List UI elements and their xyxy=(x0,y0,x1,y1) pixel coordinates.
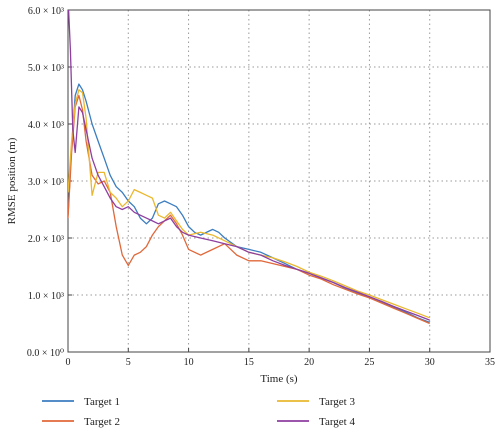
y-tick-label: 1.0 × 10³ xyxy=(28,291,64,302)
series-line-target-4 xyxy=(68,10,430,321)
legend-label: Target 1 xyxy=(84,396,120,408)
y-tick-label: 0.0 × 10⁰ xyxy=(27,348,64,359)
x-tick-label: 25 xyxy=(364,357,374,368)
legend: Target 1 Target 2 Target 3 Target 4 xyxy=(42,396,355,428)
y-tick-label: 3.0 × 10³ xyxy=(28,177,64,188)
series-line-target-3 xyxy=(68,89,430,319)
series-line-target-2 xyxy=(68,94,430,325)
legend-label: Target 2 xyxy=(84,416,120,428)
grid xyxy=(68,10,490,352)
legend-item-target-3: Target 3 xyxy=(277,396,355,408)
legend-label: Target 4 xyxy=(319,416,355,428)
legend-item-target-4: Target 4 xyxy=(277,416,355,428)
y-tick-label: 4.0 × 10³ xyxy=(28,120,64,131)
x-axis-title: Time (s) xyxy=(260,373,298,385)
x-tick-label: 10 xyxy=(184,357,194,368)
y-tick-label: 5.0 × 10³ xyxy=(28,63,64,74)
series-lines xyxy=(68,10,430,325)
x-tick-label: 20 xyxy=(304,357,314,368)
x-tick-label: 15 xyxy=(244,357,254,368)
legend-item-target-2: Target 2 xyxy=(42,416,120,428)
x-tick-label: 5 xyxy=(126,357,131,368)
x-tick-label: 30 xyxy=(425,357,435,368)
x-tick-label: 0 xyxy=(66,357,71,368)
series-line-target-1 xyxy=(68,83,430,324)
y-tick-label: 6.0 × 10³ xyxy=(28,6,64,17)
y-tick-label: 2.0 × 10³ xyxy=(28,234,64,245)
y-axis-title: RMSE position (m) xyxy=(6,137,18,224)
legend-label: Target 3 xyxy=(319,396,355,408)
legend-item-target-1: Target 1 xyxy=(42,396,120,408)
axis-ticks: 0 5 10 15 20 25 30 35 0.0 × 10⁰ 1.0 × 10³ 2.0 × 10… xyxy=(27,6,495,368)
x-tick-label: 35 xyxy=(485,357,495,368)
